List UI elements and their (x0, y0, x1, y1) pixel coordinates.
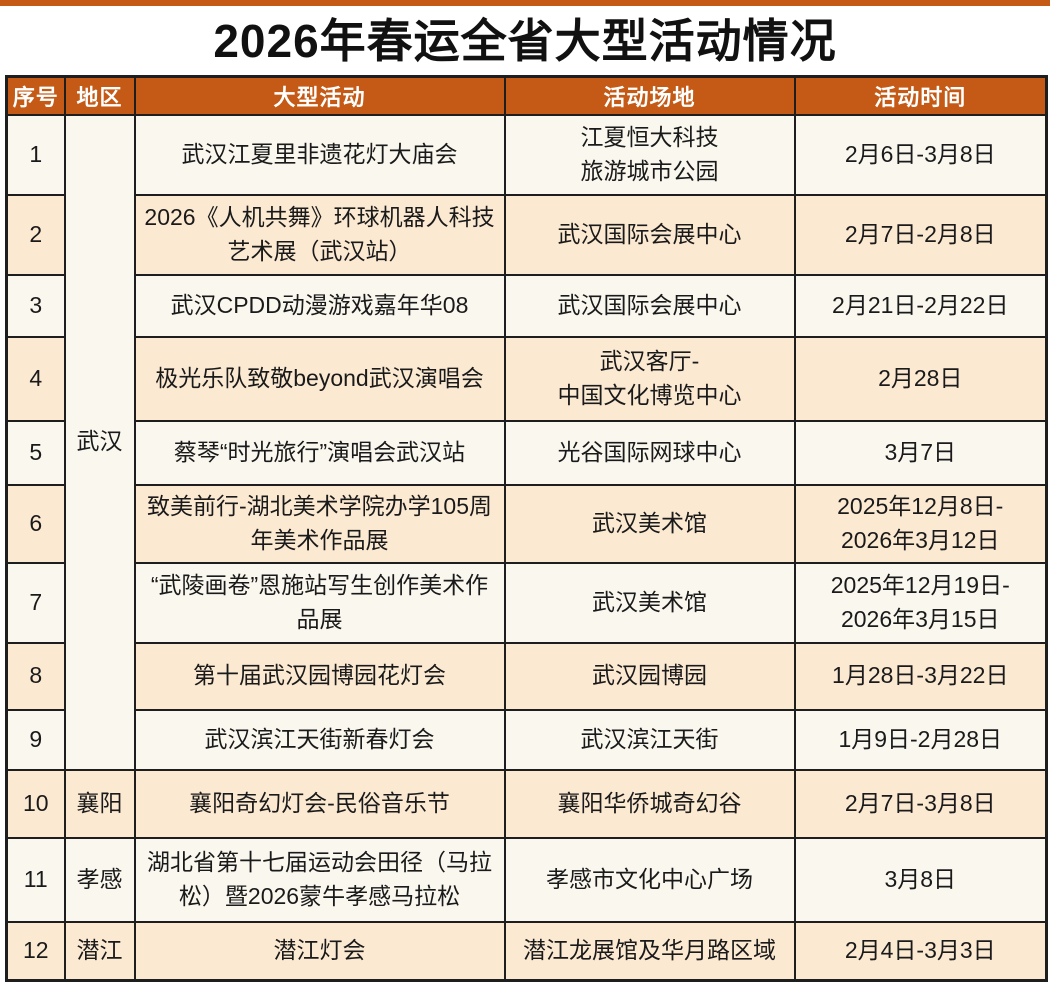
venue-cell: 潜江龙展馆及华月路区域 (503, 920, 796, 982)
table-body: 1 武汉 武汉江夏里非遗花灯大庙会 江夏恒大科技 旅游城市公园 2月6日-3月8日 2 20… (5, 113, 1048, 982)
time-cell: 3月7日 (793, 419, 1048, 486)
row-number-cell: 1 (5, 113, 66, 196)
venue-cell: 武汉园博园 (503, 641, 796, 711)
title-band: 2026年春运全省大型活动情况 (0, 6, 1050, 75)
activity-cell: 武汉CPDD动漫游戏嘉年华08 (133, 273, 506, 338)
time-cell: 2025年12月8日- 2026年3月12日 (793, 483, 1048, 564)
activity-cell: 致美前行-湖北美术学院办学105周年美术作品展 (133, 483, 506, 564)
venue-cell: 江夏恒大科技 旅游城市公园 (503, 113, 796, 196)
activity-cell: 极光乐队致敬beyond武汉演唱会 (133, 335, 506, 422)
time-cell: 2月28日 (793, 335, 1048, 422)
table-row: 7 “武陵画卷”恩施站写生创作美术作品展 武汉美术馆 2025年12月19日- 202… (5, 561, 1048, 644)
table-row: 3 武汉CPDD动漫游戏嘉年华08 武汉国际会展中心 2月21日-2月22日 (5, 273, 1048, 338)
table-row: 2 2026《人机共舞》环球机器人科技艺术展（武汉站） 武汉国际会展中心 2月7日-2… (5, 193, 1048, 276)
time-cell: 2月7日-2月8日 (793, 193, 1048, 276)
time-cell: 1月9日-2月28日 (793, 708, 1048, 771)
row-number-cell: 10 (5, 768, 66, 839)
venue-cell: 孝感市文化中心广场 (503, 836, 796, 923)
table-row: 4 极光乐队致敬beyond武汉演唱会 武汉客厅- 中国文化博览中心 2月28日 (5, 335, 1048, 422)
table-row: 11 孝感 湖北省第十七届运动会田径（马拉松）暨2026蒙牛孝感马拉松 孝感市文化中心… (5, 836, 1048, 923)
col-header-no: 序号 (5, 75, 66, 116)
venue-cell: 武汉国际会展中心 (503, 193, 796, 276)
venue-cell: 襄阳华侨城奇幻谷 (503, 768, 796, 839)
row-number-cell: 9 (5, 708, 66, 771)
region-cell: 孝感 (63, 836, 136, 923)
col-header-venue: 活动场地 (503, 75, 796, 116)
table-row: 6 致美前行-湖北美术学院办学105周年美术作品展 武汉美术馆 2025年12月8日-… (5, 483, 1048, 564)
row-number-cell: 5 (5, 419, 66, 486)
activity-cell: 潜江灯会 (133, 920, 506, 982)
row-number-cell: 2 (5, 193, 66, 276)
row-number-cell: 4 (5, 335, 66, 422)
venue-cell: 光谷国际网球中心 (503, 419, 796, 486)
venue-cell: 武汉客厅- 中国文化博览中心 (503, 335, 796, 422)
table-row: 8 第十届武汉园博园花灯会 武汉园博园 1月28日-3月22日 (5, 641, 1048, 711)
row-number-cell: 11 (5, 836, 66, 923)
venue-cell: 武汉滨江天街 (503, 708, 796, 771)
time-cell: 2月7日-3月8日 (793, 768, 1048, 839)
col-header-region: 地区 (63, 75, 136, 116)
table-header: 序号 地区 大型活动 活动场地 活动时间 (5, 75, 1048, 116)
table-row: 12 潜江 潜江灯会 潜江龙展馆及华月路区域 2月4日-3月3日 (5, 920, 1048, 982)
time-cell: 2月21日-2月22日 (793, 273, 1048, 338)
activity-cell: 湖北省第十七届运动会田径（马拉松）暨2026蒙牛孝感马拉松 (133, 836, 506, 923)
top-accent-bar (0, 0, 1050, 6)
table-row: 1 武汉 武汉江夏里非遗花灯大庙会 江夏恒大科技 旅游城市公园 2月6日-3月8日 (5, 113, 1048, 771)
row-number-cell: 12 (5, 920, 66, 982)
activity-cell: 2026《人机共舞》环球机器人科技艺术展（武汉站） (133, 193, 506, 276)
col-header-time: 活动时间 (793, 75, 1048, 116)
time-cell: 3月8日 (793, 836, 1048, 923)
activity-cell: 蔡琴“时光旅行”演唱会武汉站 (133, 419, 506, 486)
header-row: 序号 地区 大型活动 活动场地 活动时间 (5, 75, 1048, 116)
activity-cell: 武汉滨江天街新春灯会 (133, 708, 506, 771)
time-cell: 2月6日-3月8日 (793, 113, 1048, 196)
row-number-cell: 8 (5, 641, 66, 711)
venue-cell: 武汉美术馆 (503, 561, 796, 644)
activity-cell: 第十届武汉园博园花灯会 (133, 641, 506, 711)
activity-cell: 襄阳奇幻灯会-民俗音乐节 (133, 768, 506, 839)
region-cell: 襄阳 (63, 768, 136, 839)
row-number-cell: 7 (5, 561, 66, 644)
time-cell: 2月4日-3月3日 (793, 920, 1048, 982)
page-title: 2026年春运全省大型活动情况 (213, 14, 837, 67)
table-row: 5 蔡琴“时光旅行”演唱会武汉站 光谷国际网球中心 3月7日 (5, 419, 1048, 486)
activity-cell: 武汉江夏里非遗花灯大庙会 (133, 113, 506, 196)
venue-cell: 武汉国际会展中心 (503, 273, 796, 338)
region-cell: 武汉 (63, 113, 136, 771)
region-cell: 潜江 (63, 920, 136, 982)
activities-table: 序号 地区 大型活动 活动场地 活动时间 1 武汉 武汉江夏里非遗花灯大庙会 江夏恒大… (5, 75, 1048, 982)
table-row: 10 襄阳 襄阳奇幻灯会-民俗音乐节 襄阳华侨城奇幻谷 2月7日-3月8日 (5, 768, 1048, 839)
activity-cell: “武陵画卷”恩施站写生创作美术作品展 (133, 561, 506, 644)
venue-cell: 武汉美术馆 (503, 483, 796, 564)
row-number-cell: 6 (5, 483, 66, 564)
table-row: 9 武汉滨江天街新春灯会 武汉滨江天街 1月9日-2月28日 (5, 708, 1048, 771)
col-header-activity: 大型活动 (133, 75, 506, 116)
time-cell: 1月28日-3月22日 (793, 641, 1048, 711)
time-cell: 2025年12月19日- 2026年3月15日 (793, 561, 1048, 644)
row-number-cell: 3 (5, 273, 66, 338)
